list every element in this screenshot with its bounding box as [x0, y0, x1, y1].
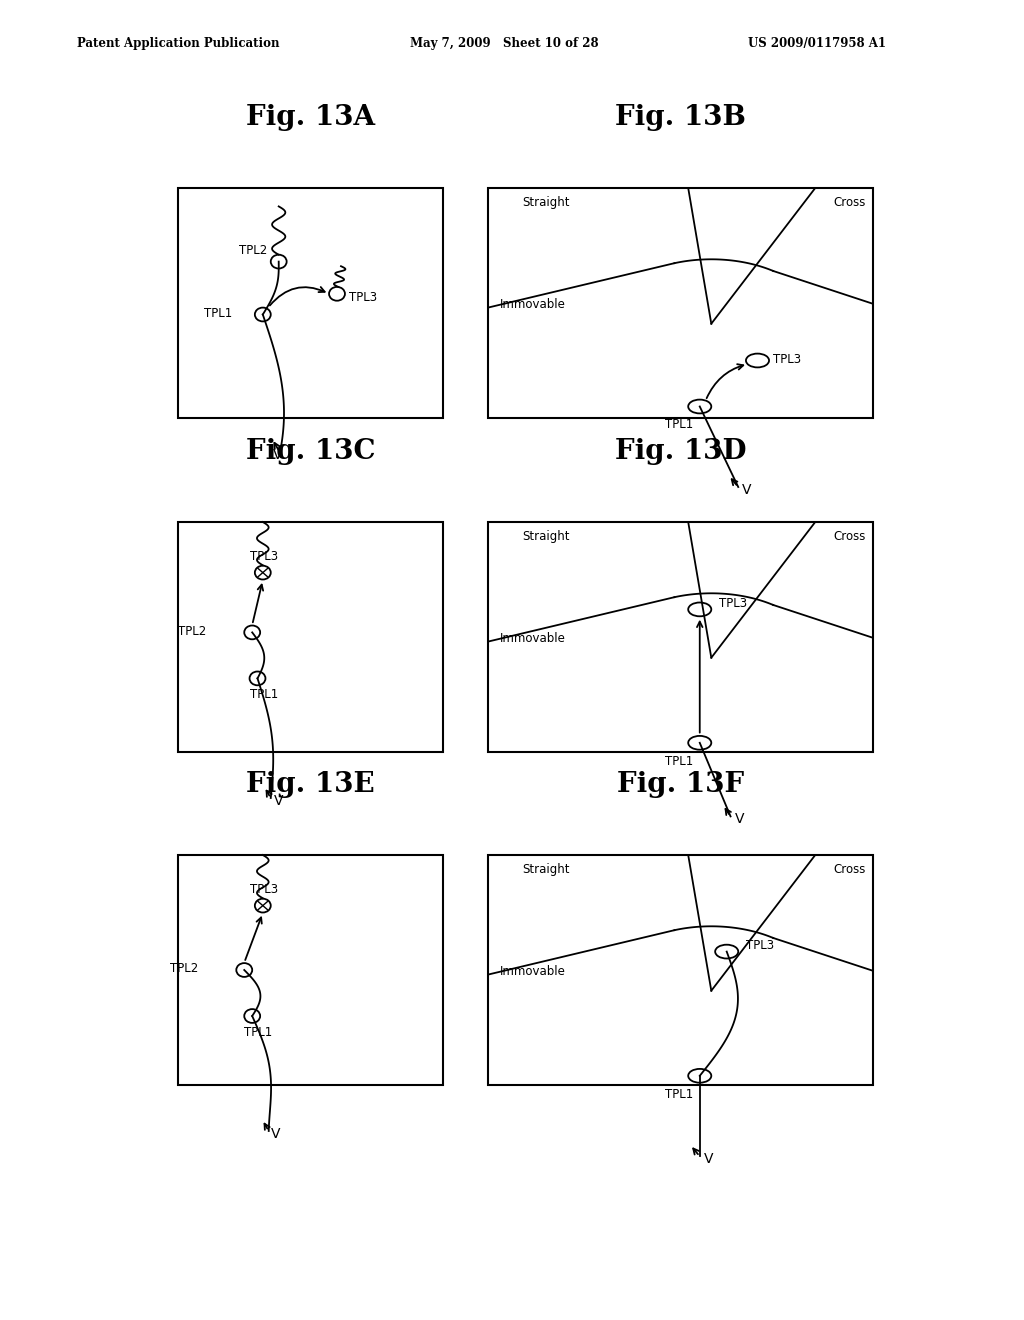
Text: Cross: Cross	[833, 531, 865, 544]
Text: Cross: Cross	[833, 197, 865, 210]
Text: TPL1: TPL1	[666, 1088, 693, 1101]
Text: V: V	[271, 1127, 281, 1140]
Text: Fig. 13A: Fig. 13A	[246, 104, 375, 131]
Text: TPL3: TPL3	[773, 352, 801, 366]
Text: TPL3: TPL3	[250, 883, 278, 896]
Text: TPL3: TPL3	[250, 550, 278, 562]
Text: Fig. 13D: Fig. 13D	[614, 438, 746, 465]
Text: TPL1: TPL1	[666, 755, 693, 768]
Text: TPL1: TPL1	[205, 306, 232, 319]
Text: Straight: Straight	[522, 197, 570, 210]
Text: Immovable: Immovable	[500, 965, 565, 978]
Text: Straight: Straight	[522, 863, 570, 876]
Text: Fig. 13B: Fig. 13B	[615, 104, 745, 131]
Text: TPL1: TPL1	[250, 688, 278, 701]
Text: TPL3: TPL3	[745, 940, 774, 952]
Text: V: V	[272, 449, 282, 462]
Text: Fig. 13E: Fig. 13E	[246, 771, 375, 799]
Text: Straight: Straight	[522, 531, 570, 544]
Text: TPL2: TPL2	[170, 962, 199, 975]
Text: V: V	[703, 1152, 713, 1166]
Text: TPL2: TPL2	[239, 244, 267, 256]
Text: TPL2: TPL2	[178, 624, 206, 638]
Text: Immovable: Immovable	[500, 297, 565, 310]
Text: TPL1: TPL1	[666, 418, 693, 432]
Text: TPL3: TPL3	[349, 290, 377, 304]
Text: US 2009/0117958 A1: US 2009/0117958 A1	[748, 37, 886, 50]
Text: Fig. 13F: Fig. 13F	[616, 771, 744, 799]
Text: V: V	[742, 483, 752, 496]
Text: TPL3: TPL3	[719, 597, 748, 610]
Text: Immovable: Immovable	[500, 631, 565, 644]
Text: Fig. 13C: Fig. 13C	[246, 438, 375, 465]
Text: V: V	[273, 793, 283, 808]
Text: TPL1: TPL1	[245, 1026, 272, 1039]
Text: Patent Application Publication: Patent Application Publication	[77, 37, 280, 50]
Text: May 7, 2009   Sheet 10 of 28: May 7, 2009 Sheet 10 of 28	[410, 37, 598, 50]
Text: Cross: Cross	[833, 863, 865, 876]
Text: V: V	[734, 812, 743, 826]
